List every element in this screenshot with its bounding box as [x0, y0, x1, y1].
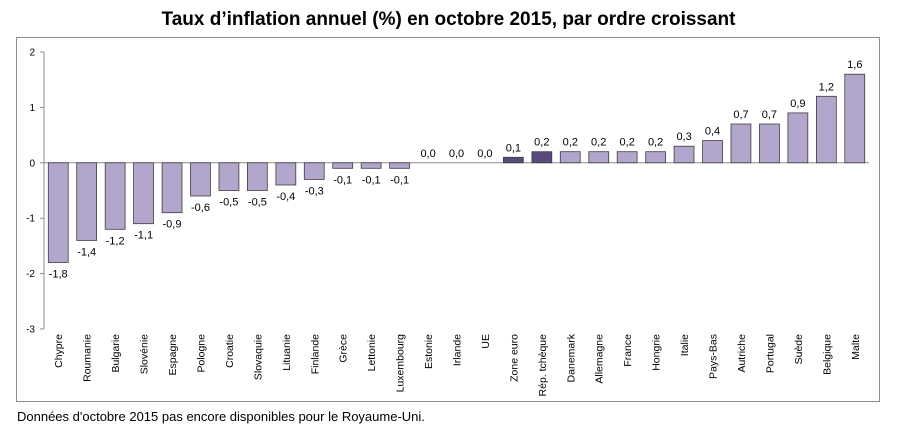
category-label: Italie	[679, 334, 691, 356]
data-label: 0,0	[420, 148, 435, 160]
category-label: UE	[480, 334, 492, 349]
category-label: Irlande	[452, 334, 464, 366]
data-label: 0,2	[620, 137, 635, 149]
bar-slov-nie	[133, 162, 154, 225]
bar-hongrie	[645, 151, 667, 164]
data-label: 0,7	[733, 109, 748, 121]
category-label: Luxembourg	[395, 334, 407, 393]
data-label: 0,0	[477, 148, 492, 160]
category-label: Allemagne	[594, 334, 606, 384]
data-label: -0,3	[305, 185, 324, 197]
y-tick-label: 1	[29, 103, 35, 114]
data-label: -0,1	[390, 174, 409, 186]
category-label: Rép. tchèque	[537, 334, 549, 397]
data-label: -0,5	[248, 197, 267, 209]
category-label: Finlande	[309, 334, 321, 374]
bar-slovaquie	[246, 162, 268, 191]
data-label: 1,2	[819, 81, 834, 93]
y-tick-label: 0	[29, 158, 35, 169]
chart-frame	[16, 37, 880, 402]
category-label: Malte	[850, 334, 862, 360]
y-tick-label: -2	[26, 269, 35, 280]
data-label: -1,1	[134, 230, 153, 242]
data-label: 0,3	[676, 131, 691, 143]
category-label: Pologne	[196, 334, 208, 373]
bar-zone-euro	[502, 156, 524, 164]
chart-footnote: Données d'octobre 2015 pas encore dispon…	[17, 409, 425, 424]
category-label: Slovaquie	[252, 334, 264, 380]
y-tick-label: -1	[26, 214, 35, 225]
bar-finlande	[303, 162, 325, 180]
data-label: 0,2	[591, 137, 606, 149]
category-label: Estonie	[423, 334, 435, 369]
data-label: 0,4	[705, 126, 720, 138]
category-label: Chypre	[53, 334, 65, 368]
data-label: -1,2	[106, 235, 125, 247]
category-label: Slovénie	[139, 334, 151, 374]
data-label: 0,0	[449, 148, 464, 160]
category-label: Grèce	[338, 334, 350, 363]
category-label: Hongrie	[651, 334, 663, 371]
category-label: Portugal	[764, 334, 776, 373]
y-tick-label: 2	[29, 48, 35, 59]
category-label: Belgique	[821, 334, 833, 375]
category-label: Lettonie	[366, 334, 378, 372]
y-tick-label: -3	[26, 325, 35, 336]
category-label: France	[622, 334, 634, 367]
bar-portugal	[759, 123, 780, 164]
bar-roumanie	[76, 162, 97, 241]
category-label: Lituanie	[281, 334, 293, 371]
data-label: 0,2	[534, 137, 549, 149]
category-label: Zone euro	[508, 334, 520, 382]
bar-chypre	[47, 162, 69, 263]
bar-gr-ce	[332, 162, 354, 169]
bar-bulgarie	[104, 162, 126, 230]
bar-luxembourg	[389, 162, 410, 169]
data-label: -1,4	[77, 246, 96, 258]
bar-france	[616, 151, 638, 164]
bar-autriche	[730, 123, 752, 164]
data-label: 0,2	[563, 137, 578, 149]
chart-title: Taux d’inflation annuel (%) en octobre 2…	[161, 9, 736, 30]
bar-r-p-tch-que	[531, 151, 553, 164]
bar-malte	[844, 73, 866, 164]
bar-lettonie	[360, 162, 382, 169]
category-label: Croatie	[224, 334, 236, 368]
data-label: -0,5	[219, 197, 238, 209]
category-label: Danemark	[565, 333, 577, 382]
category-label: Bulgarie	[110, 334, 122, 373]
data-label: -0,4	[276, 191, 295, 203]
bar-espagne	[161, 162, 183, 214]
category-label: Pays-Bas	[708, 334, 720, 379]
data-label: 0,9	[790, 98, 805, 110]
bar-italie	[673, 145, 695, 164]
bar-su-de	[787, 112, 809, 164]
bar-pays-bas	[702, 140, 723, 164]
bar-danemark	[559, 151, 581, 164]
data-label: -0,6	[191, 202, 210, 214]
data-label: -0,1	[333, 174, 352, 186]
data-label: -1,8	[49, 269, 68, 281]
category-label: Suède	[793, 334, 805, 365]
bar-croatie	[218, 162, 240, 191]
data-label: 0,7	[762, 109, 777, 121]
category-label: Roumanie	[82, 334, 94, 382]
bar-pologne	[190, 162, 211, 197]
bar-lituanie	[275, 162, 297, 186]
data-label: 0,2	[648, 137, 663, 149]
category-label: Autriche	[736, 334, 748, 373]
bar-belgique	[816, 95, 837, 164]
data-label: -0,1	[362, 174, 381, 186]
bar-allemagne	[588, 151, 610, 164]
category-label: Espagne	[167, 334, 179, 376]
data-label: 1,6	[847, 59, 862, 71]
data-label: 0,1	[506, 142, 521, 154]
data-label: -0,9	[163, 219, 182, 231]
